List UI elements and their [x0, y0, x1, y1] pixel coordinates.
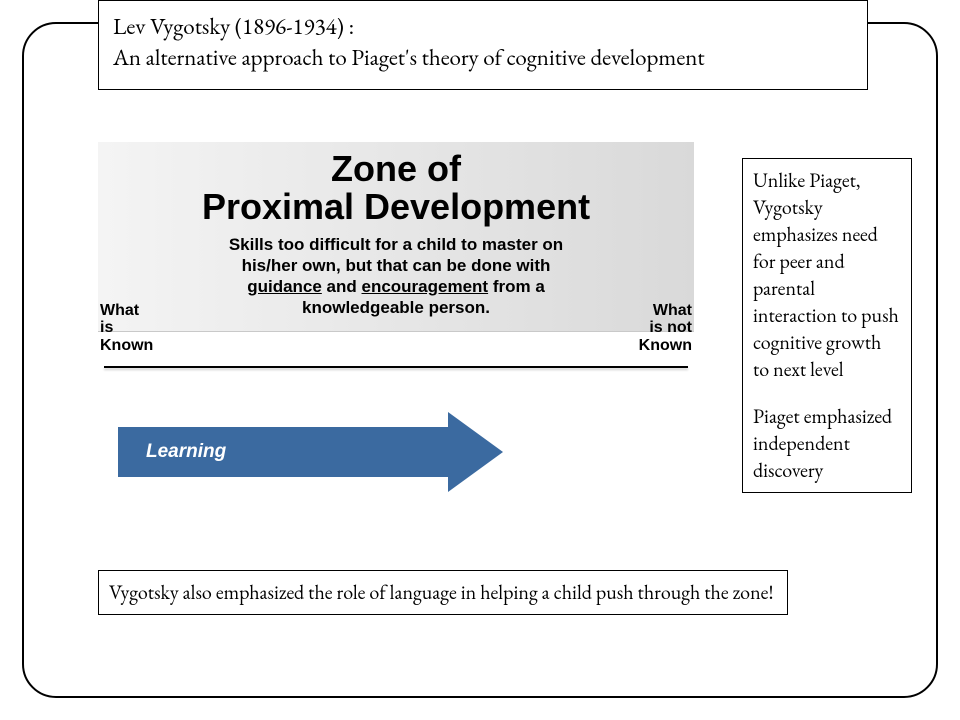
bottom-callout-text: Vygotsky also emphasized the role of lan…: [109, 579, 773, 605]
zpd-title: Zone of Proximal Development: [110, 150, 682, 226]
zpd-diagram: Zone of Proximal Development Skills too …: [98, 142, 694, 532]
right-callout-p2: Piaget emphasized independent discovery: [753, 403, 901, 484]
zpd-description: Skills too difficult for a child to mast…: [221, 234, 571, 319]
title-line-2: An alternative approach to Piaget's theo…: [113, 42, 853, 73]
learning-arrow: Learning: [118, 412, 503, 492]
right-callout: Unlike Piaget, Vygotsky emphasizes need …: [742, 158, 912, 493]
label-known: What is Known: [100, 302, 200, 355]
arrow-label: Learning: [146, 441, 226, 463]
arrow-head-icon: [448, 412, 503, 492]
zpd-axis: What is Known What is not Known: [98, 332, 694, 402]
bottom-callout: Vygotsky also emphasized the role of lan…: [98, 570, 788, 615]
arrow-body: Learning: [118, 427, 448, 477]
zpd-title-line1: Zone of: [331, 148, 461, 189]
right-callout-p1: Unlike Piaget, Vygotsky emphasizes need …: [753, 167, 901, 383]
arrow-bar: Learning: [98, 402, 694, 472]
title-line-1: Lev Vygotsky (1896-1934) :: [113, 11, 853, 42]
axis-line: [104, 366, 688, 368]
zpd-title-line2: Proximal Development: [202, 186, 590, 227]
title-box: Lev Vygotsky (1896-1934) : An alternativ…: [98, 0, 868, 90]
label-not-known: What is not Known: [592, 302, 692, 355]
